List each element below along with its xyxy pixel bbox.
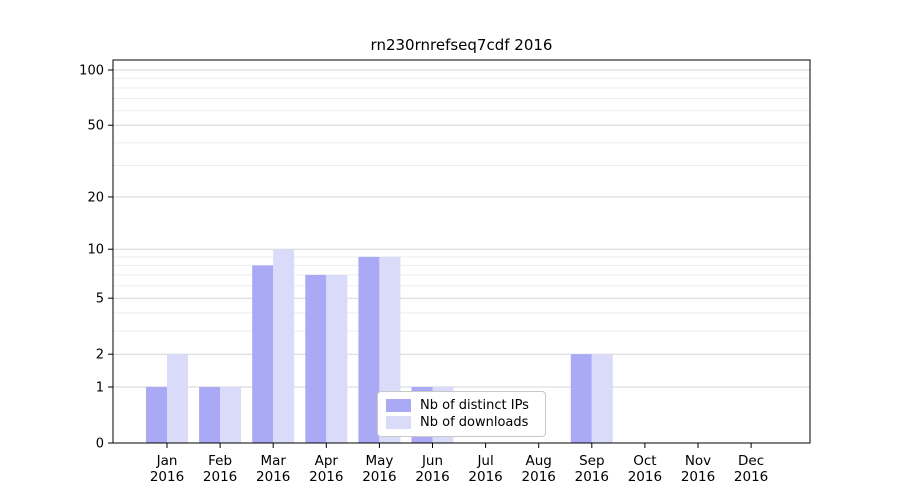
legend: Nb of distinct IPs Nb of downloads xyxy=(377,391,546,437)
x-tick-label-month: Oct xyxy=(633,453,656,469)
x-tick-label-year: 2016 xyxy=(628,469,662,485)
x-tick-label-month: Jan xyxy=(156,453,178,469)
x-tick-label-month: Feb xyxy=(208,453,232,469)
x-tick-label-year: 2016 xyxy=(575,469,609,485)
bar-downloads xyxy=(591,354,613,443)
y-tick-label: 50 xyxy=(87,119,104,134)
bar-downloads xyxy=(220,386,242,443)
bar-downloads xyxy=(273,249,295,443)
x-tick-label-year: 2016 xyxy=(522,469,556,485)
x-tick-label-month: Sep xyxy=(579,453,604,469)
y-tick-label: 100 xyxy=(79,64,104,79)
x-tick-label-month: Apr xyxy=(315,453,339,469)
x-tick-label-year: 2016 xyxy=(150,469,184,485)
x-tick-label-year: 2016 xyxy=(203,469,237,485)
chart-title: rn230rnrefseq7cdf 2016 xyxy=(370,36,553,54)
bar-distinct-ips xyxy=(199,386,221,443)
x-tick-label-year: 2016 xyxy=(309,469,343,485)
legend-swatch-downloads xyxy=(386,416,411,429)
y-tick-label: 5 xyxy=(96,292,104,307)
x-tick-label-year: 2016 xyxy=(681,469,715,485)
x-tick-label-month: Aug xyxy=(526,453,552,469)
y-tick-label: 2 xyxy=(96,348,104,363)
y-tick-label: 10 xyxy=(87,243,104,258)
bar-downloads xyxy=(326,274,348,443)
x-tick-label-year: 2016 xyxy=(468,469,502,485)
bar-distinct-ips xyxy=(146,386,167,443)
bar-distinct-ips xyxy=(305,274,327,443)
legend-swatch-distinct-ips xyxy=(386,399,411,412)
y-tick-label: 0 xyxy=(96,437,104,452)
x-tick-label-month: Nov xyxy=(685,453,711,469)
x-tick-label-year: 2016 xyxy=(415,469,449,485)
legend-item-downloads: Nb of downloads xyxy=(386,415,537,431)
bar-distinct-ips xyxy=(358,256,380,443)
legend-label-downloads: Nb of downloads xyxy=(420,415,529,430)
x-tick-label-year: 2016 xyxy=(734,469,768,485)
legend-item-distinct-ips: Nb of distinct IPs xyxy=(386,398,537,414)
x-tick-label-month: Mar xyxy=(260,453,286,469)
x-tick-label-month: Dec xyxy=(738,453,764,469)
bar-downloads xyxy=(167,354,188,443)
x-tick-label-year: 2016 xyxy=(256,469,290,485)
bar-distinct-ips xyxy=(570,354,592,443)
x-tick-label-month: Jul xyxy=(476,453,493,469)
x-tick-label-month: May xyxy=(365,453,393,469)
y-tick-label: 1 xyxy=(96,380,104,395)
legend-label-distinct-ips: Nb of distinct IPs xyxy=(420,398,529,413)
x-tick-label-year: 2016 xyxy=(362,469,396,485)
plot-border xyxy=(112,59,811,444)
bar-distinct-ips xyxy=(252,265,274,443)
y-tick-label: 20 xyxy=(87,190,104,205)
x-tick-label-month: Jun xyxy=(421,453,443,469)
